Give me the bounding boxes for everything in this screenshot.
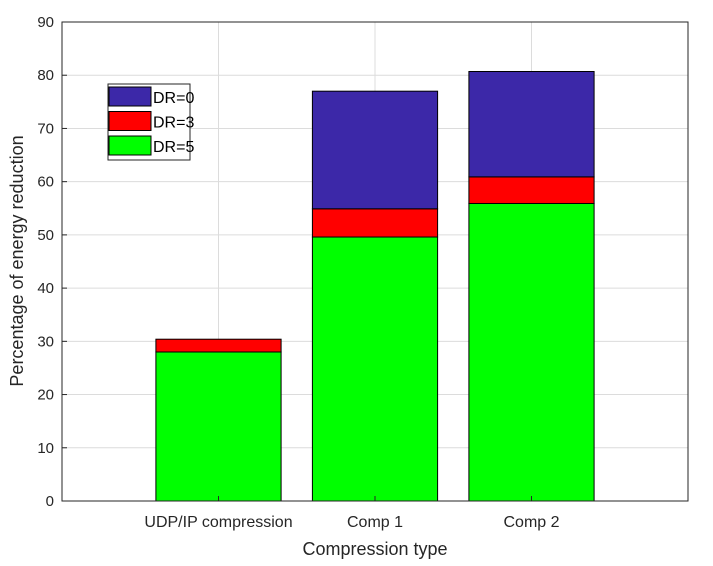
y-ticks: 0 10 20 30 40 50 60 70 80 90: [37, 14, 67, 510]
bar-dr-3: [155, 338, 282, 353]
x-tick-label: Comp 2: [503, 514, 559, 531]
y-tick-label: 70: [37, 120, 54, 137]
legend: DR=0 DR=3 DR=5: [107, 83, 194, 161]
y-tick-label: 0: [46, 493, 54, 510]
bar-dr-0: [468, 70, 595, 178]
bar-dr-5: [311, 236, 439, 502]
x-ticks: UDP/IP compression Comp 1 Comp 2: [144, 496, 560, 531]
legend-swatch: [108, 111, 152, 131]
y-tick-label: 10: [37, 440, 54, 457]
legend-swatch: [108, 86, 152, 107]
y-tick-label: 50: [37, 227, 54, 244]
legend-label: DR=0: [153, 90, 194, 107]
legend-swatch: [108, 135, 152, 156]
y-tick-label: 40: [37, 280, 54, 297]
legend-label: DR=3: [153, 115, 194, 132]
y-tick-label: 60: [37, 174, 54, 191]
bar-dr-0: [311, 90, 439, 210]
bar-dr-5: [468, 202, 595, 502]
y-tick-label: 80: [37, 67, 54, 84]
bars: [155, 70, 595, 502]
x-tick-label: Comp 1: [347, 514, 403, 531]
bar-dr-3: [311, 208, 439, 238]
bar-dr-3: [468, 176, 595, 204]
y-tick-label: 20: [37, 387, 54, 404]
bar-dr-5: [155, 351, 282, 502]
legend-label: DR=5: [153, 139, 194, 156]
y-axis-label: Percentage of energy reduction: [7, 135, 27, 386]
y-tick-label: 30: [37, 333, 54, 350]
x-tick-label: UDP/IP compression: [144, 514, 292, 531]
x-axis-label: Compression type: [302, 539, 447, 559]
y-tick-label: 90: [37, 14, 54, 31]
